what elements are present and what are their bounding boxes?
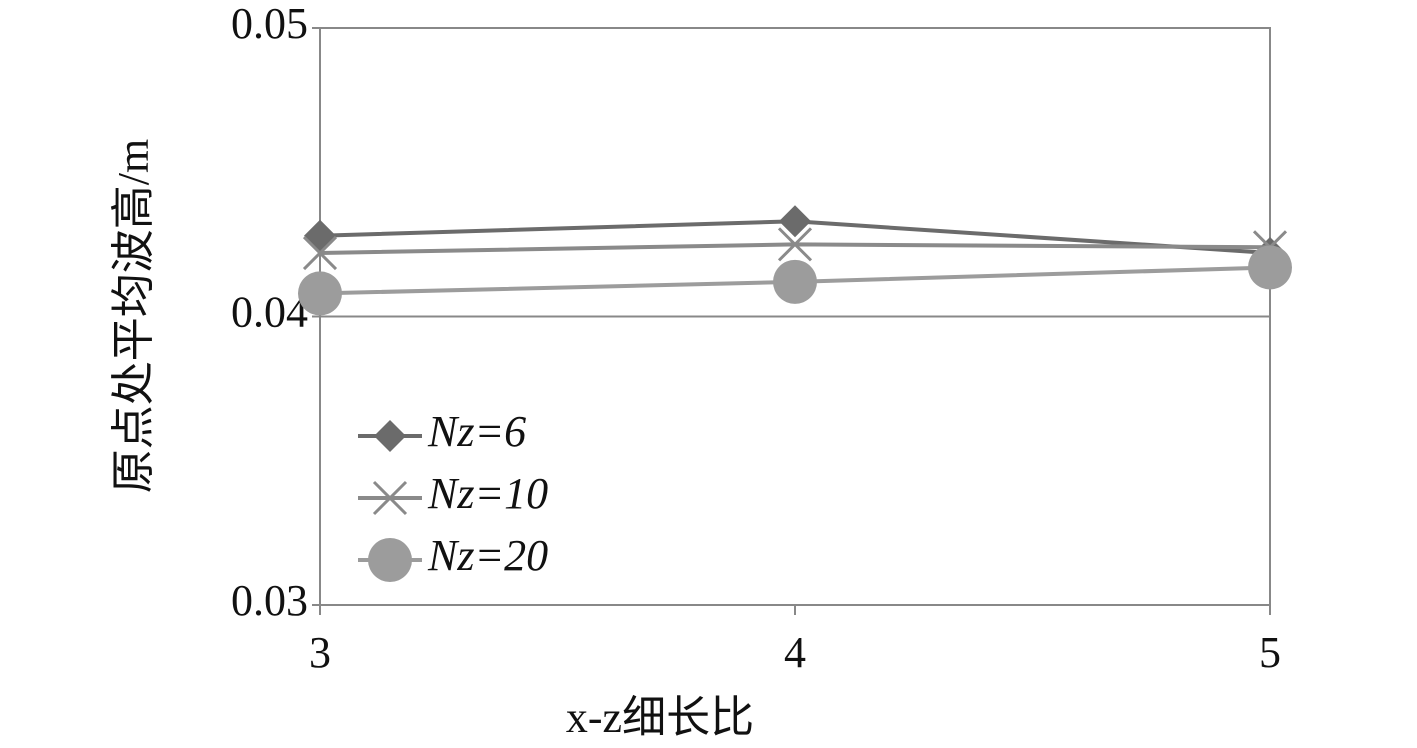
marker: [779, 205, 811, 238]
y-axis-label: 原点处平均波高/m: [109, 139, 158, 493]
x-tick-label: 5: [1259, 628, 1281, 677]
marker: [374, 420, 406, 452]
marker: [304, 219, 336, 252]
y-tick-label: 0.03: [231, 576, 308, 625]
legend-label: Nz=10: [427, 469, 548, 518]
marker: [302, 235, 338, 271]
y-tick-label: 0.05: [231, 0, 308, 48]
x-tick-label: 3: [309, 628, 331, 677]
marker: [372, 480, 408, 516]
x-tick-label: 4: [784, 628, 806, 677]
marker: [777, 227, 813, 262]
marker: [1248, 245, 1292, 290]
marker: [368, 538, 412, 582]
legend-label: Nz=20: [427, 531, 548, 580]
y-tick-label: 0.04: [231, 288, 308, 337]
marker: [298, 271, 342, 316]
x-axis-label: x-z细长比: [566, 693, 754, 742]
legend-label: Nz=6: [427, 407, 526, 456]
marker: [773, 259, 817, 304]
